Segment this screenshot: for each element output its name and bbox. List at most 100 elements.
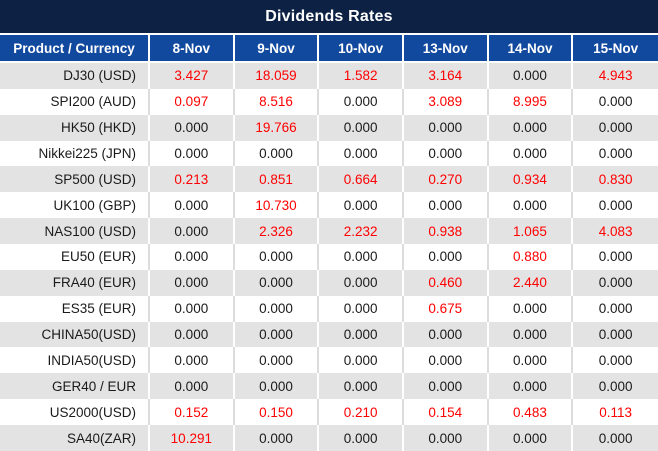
value-cell: 0.000 (319, 321, 404, 348)
value-cell: 19.766 (235, 114, 320, 141)
value-cell: 0.000 (319, 192, 404, 219)
value-cell: 0.000 (319, 425, 404, 451)
value-cell: 0.000 (235, 347, 320, 374)
value-cell: 0.000 (598, 378, 633, 394)
value-cell: 0.213 (150, 166, 235, 193)
header-row: Product / Currency 8-Nov 9-Nov 10-Nov 13… (0, 33, 658, 63)
product-currency-header: Product / Currency (0, 33, 150, 63)
value-cell: 0.000 (150, 295, 235, 322)
date-header: 10-Nov (319, 33, 404, 63)
value-cell: 1.065 (489, 218, 574, 245)
product-cell: US2000(USD) (0, 399, 150, 426)
value-cell: 0.483 (489, 399, 574, 426)
value-cell: 0.000 (404, 347, 489, 374)
value-cell: 0.000 (235, 425, 320, 451)
value-cell: 0.000 (489, 63, 574, 89)
value-cell: 2.440 (489, 269, 574, 296)
value-cell: 2.326 (235, 218, 320, 245)
value-cell: 0.000 (150, 347, 235, 374)
value-cell: 0.000 (319, 114, 404, 141)
table-body: DJ30 (USD) 3.427 18.059 1.582 3.164 0.000 4.94… (0, 63, 658, 451)
table-row: EU50 (EUR) 0.000 0.000 0.000 0.000 0.880 0.000 (0, 244, 658, 270)
value-cell: 0.938 (404, 218, 489, 245)
value-cell: 0.000 (598, 94, 633, 110)
value-cell: 0.000 (489, 321, 574, 348)
table-row: INDIA50(USD) 0.000 0.000 0.000 0.000 0.000 0.0… (0, 347, 658, 374)
value-cell: 0.000 (404, 373, 489, 400)
value-cell: 4.083 (598, 223, 633, 239)
product-cell: HK50 (HKD) (0, 114, 150, 141)
value-cell: 0.000 (235, 295, 320, 322)
value-cell: 10.291 (150, 425, 235, 451)
value-cell: 0.000 (489, 373, 574, 400)
value-cell: 0.000 (235, 269, 320, 296)
value-cell: 0.000 (598, 327, 633, 343)
table-row: HK50 (HKD) 0.000 19.766 0.000 0.000 0.000 0.00… (0, 114, 658, 141)
table-row: SA40(ZAR) 10.291 0.000 0.000 0.000 0.000 0.000 (0, 425, 658, 451)
value-cell: 0.000 (319, 269, 404, 296)
value-cell: 0.000 (598, 120, 633, 136)
value-cell: 0.000 (150, 321, 235, 348)
value-cell: 0.000 (404, 114, 489, 141)
value-cell: 0.000 (489, 295, 574, 322)
value-cell: 18.059 (235, 63, 320, 89)
value-cell: 0.152 (150, 399, 235, 426)
product-cell: ES35 (EUR) (0, 295, 150, 322)
table-row: DJ30 (USD) 3.427 18.059 1.582 3.164 0.000 4.94… (0, 63, 658, 89)
value-cell: 0.000 (404, 192, 489, 219)
date-header: 14-Nov (488, 33, 574, 63)
value-cell: 0.000 (235, 140, 320, 167)
value-cell: 0.000 (404, 321, 489, 348)
value-cell: 0.000 (150, 244, 235, 270)
table-row: NAS100 (USD) 0.000 2.326 2.232 0.938 1.065 4.0… (0, 218, 658, 245)
table-row: GER40 / EUR 0.000 0.000 0.000 0.000 0.000 0.00… (0, 373, 658, 400)
value-cell: 0.000 (319, 88, 404, 115)
value-cell: 0.000 (598, 430, 633, 446)
date-header: 9-Nov (234, 33, 320, 63)
value-cell: 0.113 (599, 404, 633, 420)
value-cell: 3.164 (404, 63, 489, 89)
value-cell: 0.000 (598, 146, 633, 161)
product-cell: FRA40 (EUR) (0, 269, 150, 296)
value-cell: 0.000 (489, 192, 574, 219)
value-cell: 0.097 (150, 88, 235, 115)
value-cell: 0.210 (319, 399, 404, 426)
value-cell: 0.000 (404, 425, 489, 451)
value-cell: 0.880 (489, 244, 574, 270)
product-cell: NAS100 (USD) (0, 218, 150, 245)
value-cell: 0.000 (598, 249, 633, 265)
table-row: SPI200 (AUD) 0.097 8.516 0.000 3.089 8.995 0.0… (0, 88, 658, 115)
dividends-table: Product / Currency 8-Nov 9-Nov 10-Nov 13… (0, 33, 658, 451)
value-cell: 0.000 (319, 244, 404, 270)
value-cell: 3.427 (150, 63, 235, 89)
value-cell: 8.516 (235, 88, 320, 115)
value-cell: 0.000 (235, 321, 320, 348)
value-cell: 4.943 (598, 68, 633, 84)
value-cell: 0.000 (489, 114, 574, 141)
date-header: 8-Nov (150, 33, 235, 63)
value-cell: 0.000 (489, 425, 574, 451)
value-cell: 0.851 (235, 166, 320, 193)
product-cell: INDIA50(USD) (0, 347, 150, 374)
product-cell: SP500 (USD) (0, 166, 150, 193)
value-cell: 0.000 (235, 373, 320, 400)
table-row: Nikkei225 (JPN) 0.000 0.000 0.000 0.000 0.000… (0, 140, 658, 167)
value-cell: 0.000 (319, 295, 404, 322)
table-row: US2000(USD) 0.152 0.150 0.210 0.154 0.483 0.11… (0, 399, 658, 426)
table-title: Dividends Rates (0, 0, 658, 33)
value-cell: 0.000 (598, 197, 633, 213)
table-row: UK100 (GBP) 0.000 10.730 0.000 0.000 0.000 0.0… (0, 192, 658, 219)
value-cell: 0.000 (489, 347, 574, 374)
value-cell: 2.232 (319, 218, 404, 245)
value-cell: 0.000 (150, 114, 235, 141)
value-cell: 0.675 (404, 295, 489, 322)
value-cell: 0.664 (319, 166, 404, 193)
value-cell: 0.000 (319, 347, 404, 374)
value-cell: 1.582 (319, 63, 404, 89)
table-row: ES35 (EUR) 0.000 0.000 0.000 0.675 0.000 0.000 (0, 295, 658, 322)
product-cell: DJ30 (USD) (0, 63, 150, 89)
value-cell: 0.830 (598, 171, 633, 187)
product-cell: EU50 (EUR) (0, 244, 150, 270)
product-cell: SPI200 (AUD) (0, 88, 150, 115)
value-cell: 8.995 (489, 88, 574, 115)
